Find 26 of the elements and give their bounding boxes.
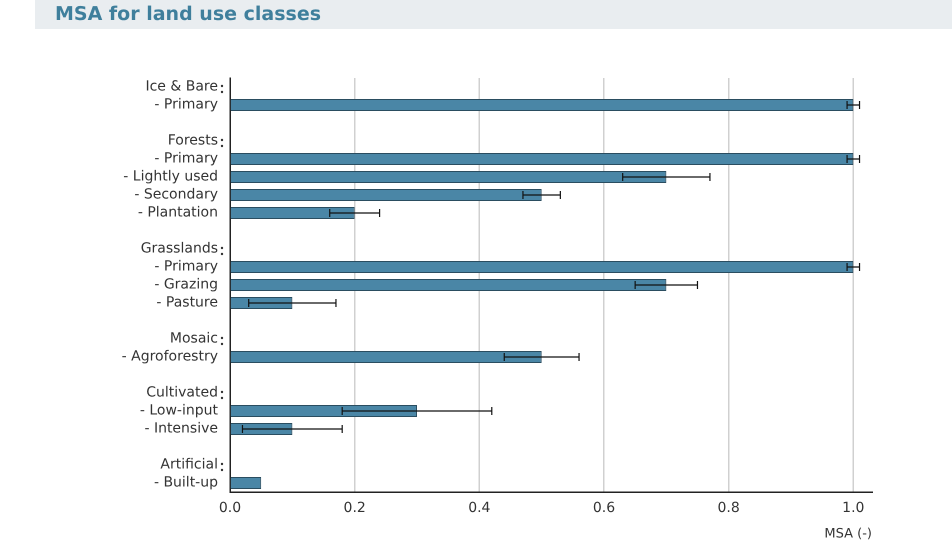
y-tick-label: - Primary bbox=[154, 258, 218, 275]
x-tick-label: 0.4 bbox=[468, 500, 491, 516]
x-tick-label: 0.8 bbox=[718, 500, 740, 516]
y-tick-label: - Intensive bbox=[144, 420, 218, 437]
y-tick-label: - Lightly used bbox=[123, 168, 218, 185]
y-tick-label: Forests bbox=[168, 132, 218, 149]
x-axis-title: MSA (-) bbox=[824, 526, 872, 542]
x-tick-label: 1.0 bbox=[842, 500, 864, 516]
y-tick-label: - Secondary bbox=[134, 186, 218, 203]
y-tick-label: - Low-input bbox=[140, 402, 219, 419]
y-tick-label: - Pasture bbox=[156, 294, 218, 311]
y-tick-label: - Plantation bbox=[138, 204, 218, 221]
y-tick-label: - Primary bbox=[154, 96, 218, 113]
y-tick-label: Artificial bbox=[160, 456, 218, 473]
x-tick-label: 0.0 bbox=[218, 500, 242, 516]
y-tick-label: Mosaic bbox=[170, 330, 218, 347]
y-tick-label: - Grazing bbox=[154, 276, 218, 293]
chart-title: MSA for land use classes bbox=[35, 0, 952, 29]
y-tick-label: - Primary bbox=[154, 150, 218, 167]
y-tick-label: Cultivated bbox=[146, 384, 218, 401]
x-tick-label: 0.6 bbox=[592, 500, 616, 516]
y-tick-label: - Built-up bbox=[154, 474, 218, 491]
y-tick-label: Grasslands bbox=[140, 240, 218, 257]
y-tick-label: Ice & Bare bbox=[145, 78, 218, 95]
y-tick-label: - Agroforestry bbox=[122, 348, 218, 365]
x-tick-label: 0.2 bbox=[344, 500, 366, 516]
